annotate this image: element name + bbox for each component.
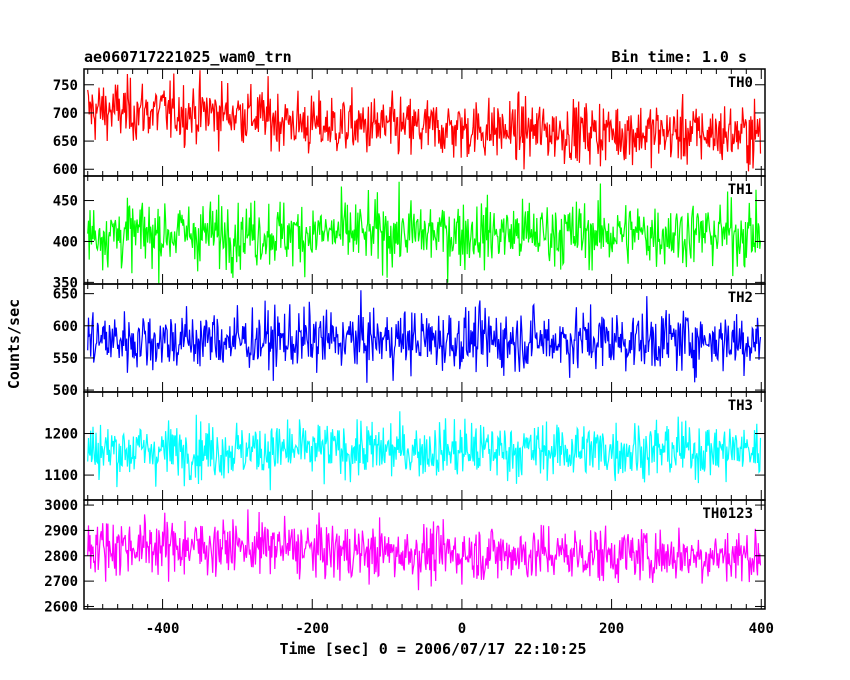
panel-th0: 600 650 700 750 TH0 — [53, 68, 766, 178]
x-tick-label: 200 — [599, 621, 624, 637]
x-tick-label: -400 — [146, 621, 180, 637]
panel-th2: 500 550 600 650 TH2 — [53, 283, 766, 399]
series-line-th0 — [87, 70, 762, 172]
y-tick-label: 350 — [53, 275, 78, 291]
bin-time-label: Bin time: 1.0 s — [612, 48, 747, 66]
y-tick-label: 650 — [53, 134, 78, 150]
panel-th0123: 2600 2700 2800 2900 3000 TH0123 — [44, 498, 766, 615]
panel-label: TH2 — [728, 290, 753, 306]
panel-th3: 1100 1200 TH3 — [44, 391, 766, 501]
y-tick-label: 1200 — [44, 427, 78, 443]
y-tick-label: 2900 — [44, 523, 78, 539]
y-tick-label: 1100 — [44, 468, 78, 484]
series-line-th1 — [87, 181, 762, 284]
y-tick-label: 750 — [53, 78, 78, 94]
x-axis: -400 -200 0 200 400 — [146, 621, 774, 637]
y-tick-label: 2700 — [44, 574, 78, 590]
series-line-th2 — [87, 290, 762, 383]
y-tick-label: 650 — [53, 287, 78, 303]
x-axis-label: Time [sec] 0 = 2006/07/17 22:10:25 — [279, 640, 586, 658]
series-line-th3 — [87, 411, 762, 491]
y-tick-label: 3000 — [44, 498, 78, 514]
panel-label: TH0123 — [702, 506, 753, 522]
panel-th1: 350 400 450 TH1 — [53, 175, 766, 291]
panel-label: TH0 — [728, 75, 753, 91]
x-tick-label: -200 — [295, 621, 329, 637]
y-axis-label: Counts/sec — [5, 299, 23, 389]
x-tick-label: 400 — [749, 621, 774, 637]
y-tick-label: 700 — [53, 106, 78, 122]
panel-frame — [83, 499, 766, 610]
y-tick-label: 2600 — [44, 599, 78, 615]
y-tick-label: 400 — [53, 234, 78, 250]
y-tick-label: 550 — [53, 351, 78, 367]
panels-group: 600 650 700 750 TH0 350 400 450 TH1 500 550 600 650 T… — [44, 68, 766, 615]
y-tick-label: 500 — [53, 383, 78, 399]
series-line-th0123 — [87, 509, 762, 591]
y-tick-label: 450 — [53, 194, 78, 210]
y-tick-label: 600 — [53, 319, 78, 335]
panel-label: TH3 — [728, 398, 753, 414]
y-tick-label: 600 — [53, 162, 78, 178]
x-tick-label: 0 — [458, 621, 466, 637]
chart-title: ae060717221025_wam0_trn — [84, 48, 292, 66]
y-tick-label: 2800 — [44, 549, 78, 565]
panel-label: TH1 — [728, 182, 753, 198]
